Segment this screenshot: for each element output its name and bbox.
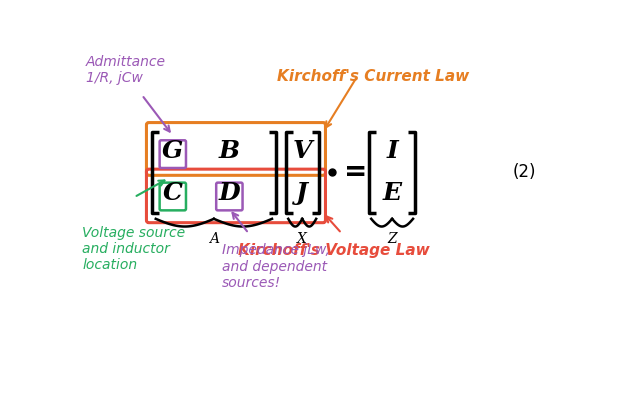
Text: Impedance jLw,
and dependent
sources!: Impedance jLw, and dependent sources! [222,243,329,290]
Text: I: I [386,139,398,163]
Text: A: A [209,232,219,246]
Text: Z: Z [387,232,397,246]
Text: J: J [296,182,308,205]
Text: (2): (2) [512,163,536,181]
Text: Kirchoff's Voltage Law: Kirchoff's Voltage Law [238,243,430,259]
Text: X: X [297,232,307,246]
Text: B: B [219,139,240,163]
Text: D: D [218,182,240,205]
Text: C: C [163,182,183,205]
Text: E: E [382,182,402,205]
Text: Voltage source
and inductor
location: Voltage source and inductor location [82,226,185,272]
Text: V: V [292,139,312,163]
Text: =: = [344,158,367,186]
Text: Admittance
1/R, jCw: Admittance 1/R, jCw [86,55,166,85]
Text: Kirchoff's Current Law: Kirchoff's Current Law [277,69,469,84]
Text: G: G [162,139,183,163]
